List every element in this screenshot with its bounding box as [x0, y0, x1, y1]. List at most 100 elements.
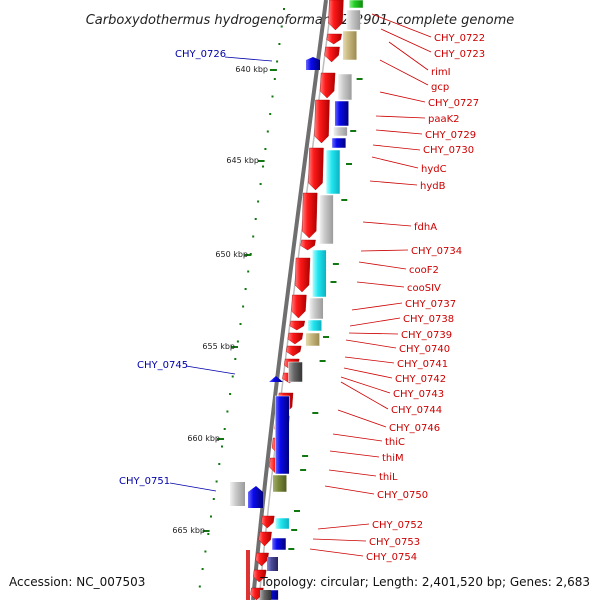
gene-category-bar[interactable] — [267, 557, 278, 571]
gene-label[interactable]: CHY_0738 — [403, 314, 454, 325]
gene-label[interactable]: CHY_0727 — [428, 98, 479, 109]
gene-label[interactable]: thiL — [379, 472, 398, 483]
major-tick — [202, 530, 210, 532]
gene-label[interactable]: cooF2 — [409, 265, 439, 276]
gene-label[interactable]: cooSIV — [407, 283, 441, 294]
gene-category-bar[interactable] — [333, 126, 348, 137]
gene-category-bar[interactable] — [334, 100, 349, 127]
gene-arrow-forward[interactable] — [252, 569, 267, 583]
tick-mark — [350, 130, 357, 132]
tick-dot — [221, 445, 223, 448]
tick-dot — [264, 148, 267, 150]
gene-arrow-forward[interactable] — [300, 239, 316, 251]
gene-label[interactable]: CHY_0754 — [366, 552, 417, 563]
gene-category-bar[interactable] — [312, 249, 327, 298]
gene-label[interactable]: CHY_0741 — [397, 359, 448, 370]
gene-label[interactable]: CHY_0730 — [423, 145, 474, 156]
gene-label[interactable]: hydC — [421, 164, 447, 175]
gene-category-bar[interactable] — [331, 137, 347, 149]
gene-arrow-forward[interactable] — [255, 552, 269, 567]
gene-label[interactable]: CHY_0746 — [389, 423, 440, 434]
gene-arrow-forward[interactable] — [301, 192, 318, 239]
gene-category-bar[interactable] — [305, 332, 320, 347]
gene-arrow-reverse[interactable] — [306, 57, 320, 70]
gene-category-bar[interactable] — [271, 537, 287, 551]
gene-label[interactable]: CHY_0734 — [411, 246, 462, 257]
gene-category-bar[interactable] — [319, 194, 334, 245]
label-connector — [312, 538, 367, 542]
gene-arrow-forward[interactable] — [326, 33, 342, 45]
gene-category-bar[interactable] — [325, 149, 341, 195]
gene-arrow-forward[interactable] — [258, 531, 272, 547]
gene-arrow-forward[interactable] — [246, 550, 250, 600]
label-connector — [224, 56, 273, 62]
gene-label[interactable]: CHY_0739 — [401, 330, 452, 341]
gene-label[interactable]: rimI — [431, 67, 451, 78]
gene-label[interactable]: CHY_0722 — [434, 33, 485, 44]
gene-arrow-forward[interactable] — [314, 99, 330, 144]
gene-label[interactable]: CHY_0750 — [377, 490, 428, 501]
major-tick — [269, 69, 277, 71]
tick-dot — [280, 25, 283, 28]
tick-dot — [254, 218, 257, 220]
gene-label[interactable]: paaK2 — [428, 114, 460, 125]
gene-label[interactable]: CHY_0723 — [434, 49, 485, 60]
gene-label[interactable]: CHY_0740 — [399, 344, 450, 355]
gene-category-bar[interactable] — [346, 9, 361, 31]
topology-text: Topology: circular; Length: 2,401,520 bp… — [259, 575, 590, 589]
kbp-label: 660 kbp — [187, 434, 220, 443]
kbp-label: 645 kbp — [226, 156, 259, 165]
gene-category-bar[interactable] — [274, 517, 290, 530]
tick-dot — [204, 550, 207, 553]
gene-label-left[interactable]: CHY_0726 — [175, 49, 226, 60]
gene-arrow-reverse[interactable] — [269, 376, 283, 382]
gene-arrow-forward[interactable] — [294, 257, 311, 293]
gene-label[interactable]: fdhA — [414, 222, 437, 233]
label-connector — [344, 356, 395, 364]
label-connector — [329, 450, 380, 458]
gene-category-bar[interactable] — [342, 30, 358, 61]
map-title: Carboxydothermus hydrogenoformans Z-2901… — [86, 13, 515, 28]
gene-arrow-forward[interactable] — [308, 147, 324, 191]
gene-category-bar[interactable] — [260, 590, 271, 600]
tick-mark — [291, 529, 298, 531]
gene-arrow-forward[interactable] — [319, 72, 336, 99]
gene-track — [230, 0, 364, 600]
gene-arrow-forward[interactable] — [291, 294, 307, 319]
gene-arrow-forward[interactable] — [261, 515, 275, 529]
gene-category-bar[interactable] — [348, 0, 364, 9]
gene-category-bar[interactable] — [230, 482, 245, 506]
gene-category-bar[interactable] — [307, 319, 322, 332]
gene-arrow-forward[interactable] — [328, 0, 344, 31]
gene-label-left[interactable]: CHY_0745 — [137, 360, 188, 371]
gene-label[interactable]: thiC — [385, 437, 405, 448]
gene-arrow-forward[interactable] — [285, 345, 302, 357]
gene-category-bar[interactable] — [337, 73, 353, 101]
label-connectors — [169, 13, 432, 557]
gene-label[interactable]: CHY_0752 — [372, 520, 423, 531]
tick-dot — [207, 533, 210, 535]
gene-label[interactable]: hydB — [420, 181, 446, 192]
gene-arrow-forward[interactable] — [287, 332, 304, 345]
gene-label[interactable]: CHY_0737 — [405, 299, 456, 310]
gene-category-bar[interactable] — [288, 361, 303, 383]
gene-arrow-forward[interactable] — [289, 320, 306, 331]
gene-label[interactable]: CHY_0742 — [395, 374, 446, 385]
gene-category-bar[interactable] — [309, 297, 324, 320]
gene-label[interactable]: CHY_0743 — [393, 389, 444, 400]
gene-arrow-forward[interactable] — [324, 46, 340, 63]
gene-label[interactable]: thiM — [382, 453, 404, 464]
gene-label[interactable]: CHY_0729 — [425, 130, 476, 141]
gene-label[interactable]: gcp — [431, 82, 449, 93]
tick-dot — [247, 270, 250, 273]
gene-label[interactable]: CHY_0744 — [391, 405, 442, 416]
label-connector — [362, 221, 412, 227]
gene-label-left[interactable]: CHY_0751 — [119, 476, 170, 487]
gene-arrow-reverse[interactable] — [248, 486, 263, 508]
label-connector — [375, 129, 423, 135]
gene-category-bar[interactable] — [275, 395, 290, 475]
gene-label[interactable]: CHY_0753 — [369, 537, 420, 548]
label-connector — [185, 365, 236, 375]
gene-category-bar[interactable] — [272, 474, 287, 493]
